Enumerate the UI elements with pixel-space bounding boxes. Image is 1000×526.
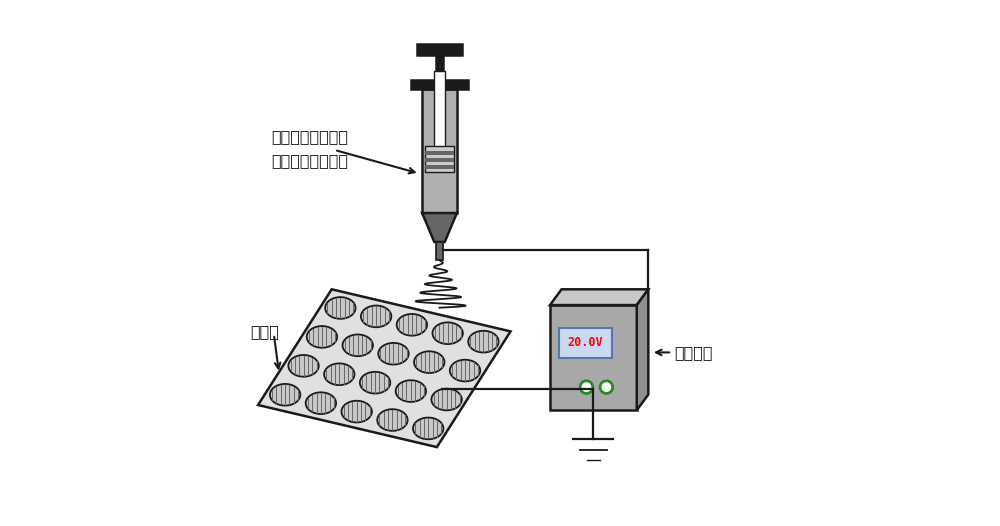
Bar <box>434 71 445 170</box>
Ellipse shape <box>377 409 408 431</box>
Ellipse shape <box>450 360 480 381</box>
Polygon shape <box>422 213 457 242</box>
Bar <box>422 89 457 213</box>
Ellipse shape <box>360 372 390 393</box>
Polygon shape <box>637 289 648 410</box>
Bar <box>425 165 454 169</box>
Polygon shape <box>258 289 511 447</box>
Bar <box>436 55 443 71</box>
Bar <box>425 151 454 155</box>
Text: 分子材料混合溶液: 分子材料混合溶液 <box>271 153 348 168</box>
Bar <box>425 146 454 173</box>
Bar <box>411 80 468 89</box>
Bar <box>425 158 454 162</box>
Text: 20.0V: 20.0V <box>568 337 603 349</box>
Circle shape <box>600 381 613 393</box>
Ellipse shape <box>288 355 319 377</box>
Ellipse shape <box>270 384 300 406</box>
Ellipse shape <box>414 351 444 373</box>
Ellipse shape <box>468 331 499 352</box>
Ellipse shape <box>397 314 427 336</box>
Ellipse shape <box>361 306 391 327</box>
Ellipse shape <box>306 392 336 414</box>
Ellipse shape <box>431 389 462 410</box>
Ellipse shape <box>343 335 373 356</box>
Text: 接收板: 接收板 <box>250 324 279 339</box>
Bar <box>559 328 612 358</box>
Ellipse shape <box>413 418 443 439</box>
Ellipse shape <box>432 322 463 344</box>
Ellipse shape <box>324 363 355 385</box>
Ellipse shape <box>341 401 372 422</box>
Ellipse shape <box>378 343 409 365</box>
Bar <box>550 305 637 410</box>
Text: 高压电源: 高压电源 <box>675 345 713 360</box>
Ellipse shape <box>396 380 426 402</box>
Polygon shape <box>550 289 648 305</box>
Text: 纳米颗粒和生物高: 纳米颗粒和生物高 <box>271 129 348 144</box>
Bar <box>436 242 443 260</box>
Ellipse shape <box>307 326 337 348</box>
Circle shape <box>580 381 593 393</box>
Bar <box>417 44 462 55</box>
Ellipse shape <box>325 297 356 319</box>
